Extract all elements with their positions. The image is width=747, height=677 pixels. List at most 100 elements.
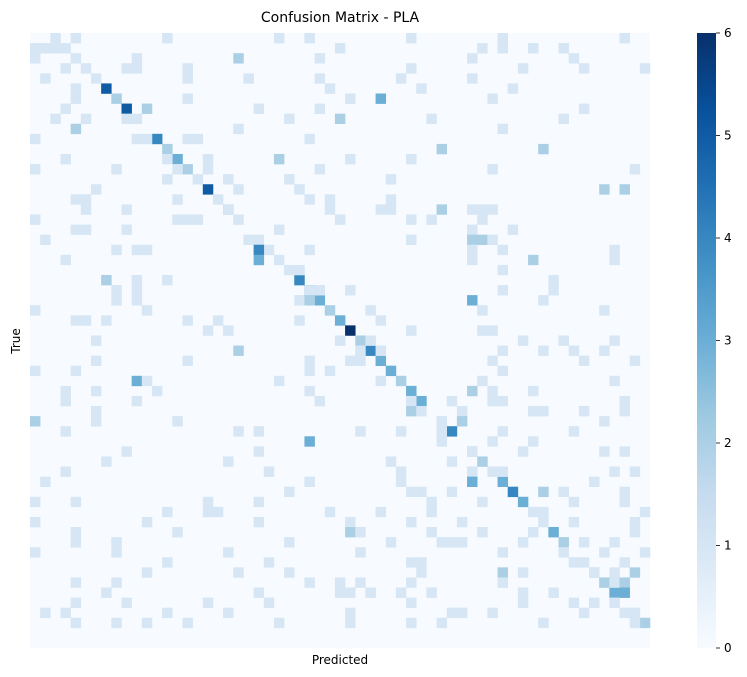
heatmap-cell	[294, 315, 305, 326]
heatmap-cell	[202, 164, 214, 175]
heatmap-cell	[50, 43, 61, 54]
heatmap-cell	[182, 73, 193, 84]
heatmap-cell	[273, 617, 285, 629]
heatmap-cell	[304, 355, 315, 366]
heatmap-cell	[121, 597, 132, 608]
heatmap-cell	[639, 63, 651, 74]
heatmap-cell	[568, 516, 580, 528]
heatmap-cell	[131, 244, 143, 256]
heatmap-cell	[304, 295, 315, 306]
heatmap-cell	[90, 355, 102, 366]
heatmap-cell	[589, 597, 600, 608]
heatmap-cell	[578, 63, 590, 74]
heatmap-cell	[558, 547, 569, 558]
heatmap-cell	[609, 244, 620, 256]
heatmap-cell	[416, 83, 427, 94]
heatmap-cell	[629, 607, 641, 619]
heatmap-cell	[121, 446, 132, 457]
heatmap-cell	[223, 607, 234, 619]
heatmap-cell	[70, 527, 82, 538]
heatmap-cell	[568, 53, 580, 64]
heatmap-cell	[609, 335, 620, 346]
heatmap-cell	[233, 214, 244, 225]
heatmap-cell	[629, 466, 641, 477]
heatmap-cell	[477, 496, 488, 508]
heatmap-cell	[568, 345, 580, 356]
heatmap-cell	[406, 557, 417, 568]
heatmap-cell	[548, 587, 559, 598]
heatmap-cell	[456, 607, 468, 619]
heatmap-cell	[50, 113, 61, 125]
heatmap-cell	[497, 123, 508, 135]
heatmap-cell	[517, 496, 529, 508]
heatmap-cell	[558, 486, 569, 498]
heatmap-cell	[629, 516, 641, 528]
heatmap-cell	[578, 557, 590, 568]
heatmap-cell	[609, 577, 620, 588]
heatmap-cell	[629, 164, 641, 175]
heatmap-cell	[233, 53, 244, 64]
heatmap-cell	[101, 456, 112, 467]
heatmap-cell	[538, 486, 549, 498]
heatmap-cell	[487, 395, 498, 407]
heatmap-cell	[60, 426, 71, 437]
heatmap-cell	[151, 133, 163, 145]
heatmap-cell	[456, 537, 468, 548]
heatmap-cell	[30, 53, 41, 64]
heatmap-cell	[273, 254, 285, 266]
heatmap-cell	[70, 617, 82, 629]
heatmap-cell	[284, 486, 295, 498]
heatmap-cell	[30, 547, 41, 558]
heatmap-cell	[639, 547, 651, 558]
heatmap-cell	[477, 325, 488, 336]
heatmap-cell	[40, 476, 51, 487]
heatmap-cell	[30, 305, 41, 316]
heatmap-cell	[385, 365, 397, 377]
heatmap-cell	[131, 395, 143, 407]
heatmap-cell	[223, 325, 234, 336]
heatmap-cell	[365, 345, 376, 356]
heatmap-cell	[70, 194, 82, 205]
heatmap-cell	[141, 567, 153, 578]
heatmap-cell	[578, 406, 590, 417]
heatmap-cell	[70, 53, 82, 64]
heatmap-cell	[629, 567, 641, 578]
heatmap-cell	[60, 607, 71, 619]
heatmap-cell	[467, 466, 478, 477]
heatmap-cell	[487, 164, 498, 175]
heatmap-cell	[202, 153, 214, 165]
heatmap-cell	[162, 153, 173, 165]
heatmap-cell	[436, 436, 448, 447]
heatmap-cell	[182, 214, 193, 225]
heatmap-cell	[141, 516, 153, 528]
heatmap-cell	[90, 184, 102, 195]
heatmap-cell	[30, 43, 41, 54]
heatmap-cell	[355, 335, 366, 346]
heatmap-cell	[131, 274, 143, 286]
heatmap-cell	[182, 355, 193, 366]
heatmap-cell	[477, 43, 488, 54]
heatmap-cell	[477, 456, 488, 467]
heatmap-cell	[436, 416, 448, 427]
chart-title: Confusion Matrix - PLA	[261, 10, 420, 26]
heatmap-cell	[385, 174, 397, 185]
heatmap-cell	[436, 537, 448, 548]
heatmap-cell	[273, 224, 285, 235]
heatmap-cell	[253, 587, 265, 598]
heatmap-cell	[385, 204, 397, 215]
heatmap-cell	[477, 204, 488, 215]
heatmap-cell	[70, 123, 82, 135]
heatmap-cell	[467, 73, 478, 84]
heatmap-cell	[446, 607, 458, 619]
heatmap-cell	[304, 436, 315, 447]
colorbar	[697, 33, 716, 648]
heatmap-cell	[406, 385, 417, 397]
heatmap-cell	[60, 385, 71, 397]
heatmap-cell	[517, 587, 529, 598]
heatmap-cell	[162, 557, 173, 568]
heatmap-cell	[436, 617, 448, 629]
heatmap-cell	[406, 395, 417, 407]
heatmap-cell	[131, 63, 143, 74]
heatmap-plot-area	[30, 33, 651, 648]
heatmap-cell	[345, 516, 356, 528]
